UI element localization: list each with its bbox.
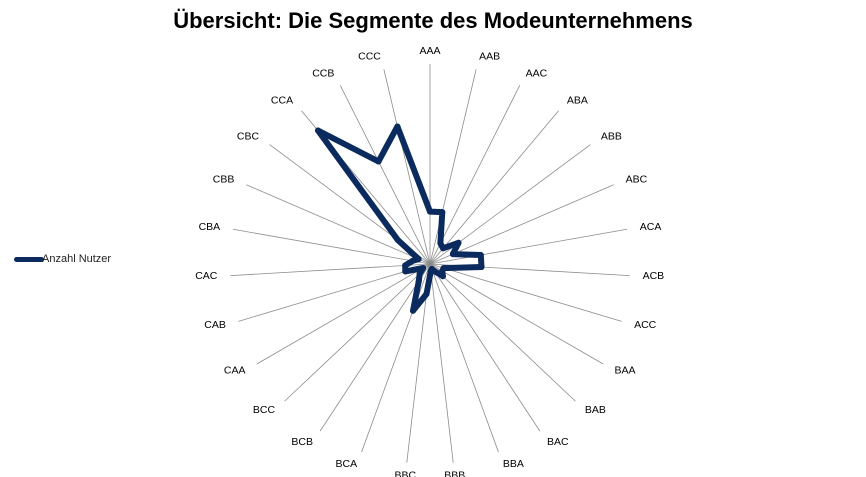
data-point: [477, 252, 484, 258]
spoke-bac: [429, 263, 541, 432]
data-point: [315, 127, 321, 134]
spoke-aac: [429, 85, 521, 265]
spoke-bcc: [284, 263, 431, 402]
spoke-bca: [361, 263, 431, 453]
spoke-bcb: [319, 263, 431, 432]
category-label: CCB: [312, 67, 334, 79]
chart-title: Übersicht: Die Segmente des Modeunterneh…: [173, 8, 693, 33]
category-label: CAB: [204, 319, 226, 331]
data-point: [439, 273, 446, 280]
category-label: BAC: [547, 436, 569, 448]
category-label: CAA: [224, 364, 246, 376]
category-label: CBC: [237, 131, 260, 143]
category-label: BCA: [336, 458, 358, 470]
category-label: BCB: [291, 436, 313, 448]
data-point: [410, 307, 416, 314]
category-label: AAC: [526, 67, 548, 79]
data-point: [455, 239, 462, 246]
data-point: [427, 208, 433, 215]
category-label: BBC: [395, 469, 417, 477]
series-line: [315, 123, 485, 314]
data-point: [394, 123, 401, 130]
legend-series-swatch: [14, 256, 44, 262]
spoke-bab: [429, 263, 576, 402]
category-label: CBB: [213, 173, 235, 185]
data-point: [409, 257, 416, 264]
data-point: [478, 264, 485, 270]
data-point: [402, 268, 409, 275]
data-point: [449, 251, 456, 258]
category-label: ACB: [643, 270, 665, 282]
category-label: BBB: [444, 469, 465, 477]
category-label: BBA: [503, 458, 524, 470]
data-point: [375, 158, 382, 165]
data-point: [439, 209, 446, 216]
spoke-abc: [429, 184, 614, 265]
spoke-aba: [429, 110, 559, 265]
category-label: CAC: [195, 270, 218, 282]
data-point: [394, 237, 401, 244]
spoke-ccb: [339, 85, 431, 265]
legend: Anzahl Nutzer: [14, 253, 111, 265]
category-label: CCA: [271, 95, 293, 107]
spoke-aca: [429, 228, 628, 265]
spoke-aab: [429, 69, 477, 265]
legend-series-label: Anzahl Nutzer: [42, 253, 112, 265]
spoke-acc: [429, 263, 622, 322]
data-point: [402, 262, 409, 269]
data-point: [440, 245, 447, 252]
spoke-cab: [238, 263, 431, 322]
data-point: [427, 268, 434, 275]
data-point: [415, 256, 422, 263]
spokes: [230, 64, 630, 463]
data-point: [423, 291, 430, 297]
spoke-bbb: [429, 263, 454, 463]
category-label: BAB: [585, 404, 606, 416]
spoke-cba: [232, 228, 431, 265]
category-label: AAA: [419, 45, 440, 57]
spoke-baa: [429, 263, 604, 365]
category-label: AAB: [479, 50, 500, 62]
spoke-ccc: [383, 69, 431, 265]
category-label: BAA: [615, 364, 636, 376]
data-point: [437, 240, 444, 247]
category-label: ABB: [601, 131, 622, 143]
data-point: [416, 270, 423, 277]
spoke-cbb: [246, 184, 431, 265]
category-label: ABA: [567, 95, 588, 107]
data-point: [420, 265, 427, 271]
category-label: ACC: [634, 319, 657, 331]
category-label: ACA: [640, 221, 662, 233]
data-point: [415, 278, 422, 285]
spoke-bba: [429, 263, 499, 453]
spoke-cac: [230, 263, 431, 277]
category-label: CBA: [199, 221, 221, 233]
category-label: BCC: [253, 404, 276, 416]
category-label: ABC: [626, 173, 648, 185]
data-point: [439, 268, 446, 275]
category-label: CCC: [358, 50, 381, 62]
spoke-caa: [256, 263, 431, 365]
